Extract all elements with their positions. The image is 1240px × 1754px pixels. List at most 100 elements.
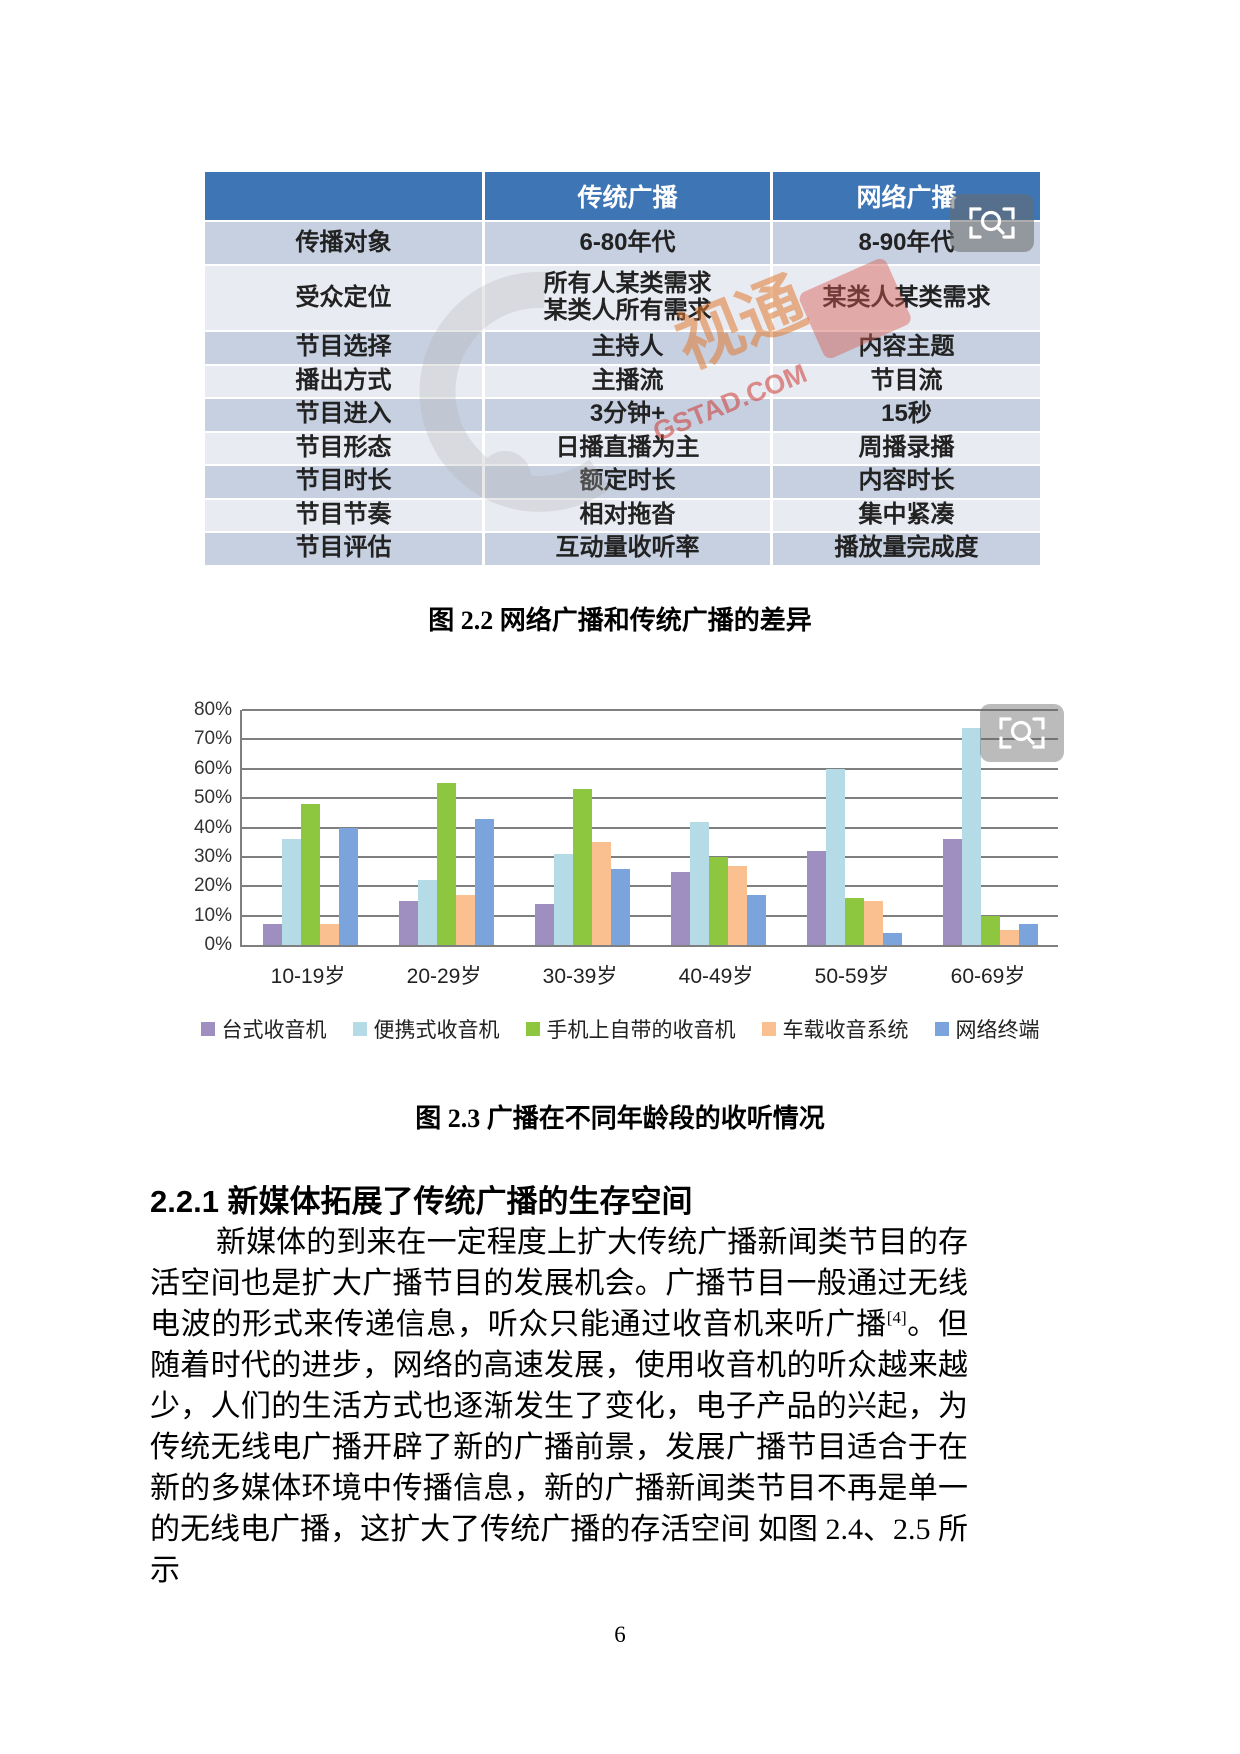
magnifier-preview-icon: [980, 704, 1064, 762]
legend-swatch: [200, 1022, 215, 1036]
bar-60-69岁-车载收音系统: [999, 930, 1019, 945]
table-header-traditional: 传统广播: [485, 172, 770, 220]
bar-60-69岁-手机上自带的收音机: [980, 915, 1000, 945]
gridline: [242, 797, 1058, 800]
table-header-blank: [205, 172, 482, 220]
y-axis-label: 70%: [193, 728, 232, 750]
row-label-cell: 节目时长: [205, 466, 482, 498]
y-axis-label: 40%: [193, 816, 232, 838]
body-paragraph: 新媒体的到来在一定程度上扩大传统广播新闻类节目的存活空间也是扩大广播节目的发展机…: [150, 1222, 968, 1591]
gridline: [242, 738, 1058, 741]
bar-10-19岁-车载收音系统: [319, 924, 339, 945]
bar-10-19岁-便携式收音机: [281, 839, 301, 945]
figure-2-2-table-image: 传统广播 网络广播 传播对象 6-80年代 8-90年代 受众定位 所有人某类需求 某类…: [205, 172, 1040, 568]
row-label-cell: 节目节奏: [205, 499, 482, 531]
bar-20-29岁-台式收音机: [398, 900, 418, 945]
gridline: [242, 767, 1058, 770]
bar-10-19岁-网络终端: [338, 827, 358, 945]
bar-20-29岁-手机上自带的收音机: [436, 783, 456, 945]
bar-40-49岁-网络终端: [746, 895, 766, 945]
x-axis-label: 20-29岁: [406, 965, 482, 988]
chart-zoom-button[interactable]: [980, 704, 1064, 762]
bar-50-59岁-车载收音系统: [863, 900, 883, 945]
gridline: [242, 709, 1058, 711]
legend-swatch: [934, 1022, 949, 1036]
bar-60-69岁-网络终端: [1018, 924, 1038, 945]
traditional-value-cell: 主持人: [485, 332, 770, 364]
gridline: [242, 855, 1058, 858]
y-axis-label: 0%: [204, 934, 232, 955]
row-label-cell: 传播对象: [205, 222, 482, 264]
figure-2-3-chart-image: 台式收音机 便携式收音机 手机上自带的收音机 车载收音系统 网络终端 10-19岁 20-…: [0, 660, 1240, 1080]
y-axis-label: 80%: [193, 699, 232, 720]
magnifier-preview-icon: [950, 194, 1034, 252]
bar-50-59岁-便携式收音机: [825, 768, 845, 945]
bar-10-19岁-手机上自带的收音机: [300, 804, 320, 945]
comparison-table: 传统广播 网络广播 传播对象 6-80年代 8-90年代 受众定位 所有人某类需求 某类…: [205, 172, 1040, 568]
chart-legend: 台式收音机 便携式收音机 手机上自带的收音机 车载收音系统 网络终端: [0, 1014, 1240, 1044]
bar-50-59岁-手机上自带的收音机: [844, 898, 864, 945]
legend-swatch: [525, 1022, 540, 1036]
bar-40-49岁-台式收音机: [670, 871, 690, 945]
network-value-cell: 播放量完成度: [773, 533, 1040, 565]
section-heading: 2.2.1 新媒体拓展了传统广播的生存空间: [150, 1184, 693, 1219]
network-value-cell: 15秒: [773, 399, 1040, 431]
bar-40-49岁-车载收音系统: [727, 865, 747, 945]
bar-30-39岁-台式收音机: [534, 903, 554, 945]
chart-plot-area: [240, 709, 1058, 947]
legend-item: 便携式收音机: [352, 1014, 500, 1044]
bar-10-19岁-台式收音机: [262, 924, 282, 945]
table-zoom-button[interactable]: [950, 194, 1034, 252]
traditional-value-cell: 3分钟+: [485, 399, 770, 431]
row-label-cell: 播出方式: [205, 365, 482, 397]
gridline: [242, 826, 1058, 829]
row-label-cell: 节目形态: [205, 432, 482, 464]
traditional-value-cell: 日播直播为主: [485, 432, 770, 464]
citation-marker: [4]: [886, 1308, 907, 1327]
bar-30-39岁-网络终端: [610, 868, 630, 945]
bar-30-39岁-手机上自带的收音机: [572, 789, 592, 945]
network-value-cell: 内容时长: [773, 466, 1040, 498]
bar-30-39岁-车载收音系统: [591, 842, 611, 945]
network-value-cell: 周播录播: [773, 432, 1040, 464]
x-axis-label: 30-39岁: [542, 965, 618, 988]
bar-20-29岁-网络终端: [474, 818, 494, 945]
traditional-value-cell: 互动量收听率: [485, 533, 770, 565]
traditional-value-cell: 主播流: [485, 365, 770, 397]
legend-swatch: [761, 1022, 776, 1036]
bar-40-49岁-手机上自带的收音机: [708, 856, 728, 945]
paragraph-text-1: 新媒体的到来在一定程度上扩大传统广播新闻类节目的存活空间也是扩大广播节目的发展机…: [150, 1226, 968, 1341]
legend-item: 台式收音机: [200, 1014, 327, 1044]
gridline: [242, 885, 1058, 888]
row-label-cell: 节目评估: [205, 533, 482, 565]
network-value-cell: 集中紧凑: [773, 499, 1040, 531]
row-label-cell: 受众定位: [205, 266, 482, 330]
network-value-cell: 节目流: [773, 365, 1040, 397]
bar-20-29岁-便携式收音机: [417, 880, 437, 945]
x-axis-label: 40-49岁: [678, 965, 754, 988]
bar-40-49岁-便携式收音机: [689, 821, 709, 945]
x-axis-label: 10-19岁: [270, 965, 346, 988]
legend-swatch: [352, 1022, 367, 1036]
x-axis-label: 50-59岁: [814, 965, 890, 988]
figure-2-2-caption: 图 2.2 网络广播和传统广播的差异: [428, 606, 812, 635]
x-axis-label: 60-69岁: [950, 965, 1026, 988]
legend-item: 车载收音系统: [761, 1014, 909, 1044]
bar-20-29岁-车载收音系统: [455, 895, 475, 945]
traditional-value-cell: 相对拖沓: [485, 499, 770, 531]
y-axis-label: 50%: [193, 787, 232, 809]
legend-item: 网络终端: [934, 1014, 1040, 1044]
figure-2-3-caption: 图 2.3 广播在不同年龄段的收听情况: [415, 1104, 825, 1133]
y-axis-label: 60%: [193, 757, 232, 779]
network-value-cell: 内容主题: [773, 332, 1040, 364]
y-axis-label: 30%: [193, 845, 232, 867]
bar-30-39岁-便携式收音机: [553, 853, 573, 945]
bar-60-69岁-便携式收音机: [961, 727, 981, 945]
y-axis-label: 10%: [193, 904, 232, 926]
traditional-value-cell: 额定时长: [485, 466, 770, 498]
network-value-cell: 某类人某类需求: [773, 266, 1040, 330]
traditional-value-cell: 6-80年代: [485, 222, 770, 264]
paragraph-text-2: 。但随着时代的进步，网络的高速发展，使用收音机的听众越来越少，人们的生活方式也逐…: [150, 1308, 969, 1587]
bar-60-69岁-台式收音机: [942, 839, 962, 945]
